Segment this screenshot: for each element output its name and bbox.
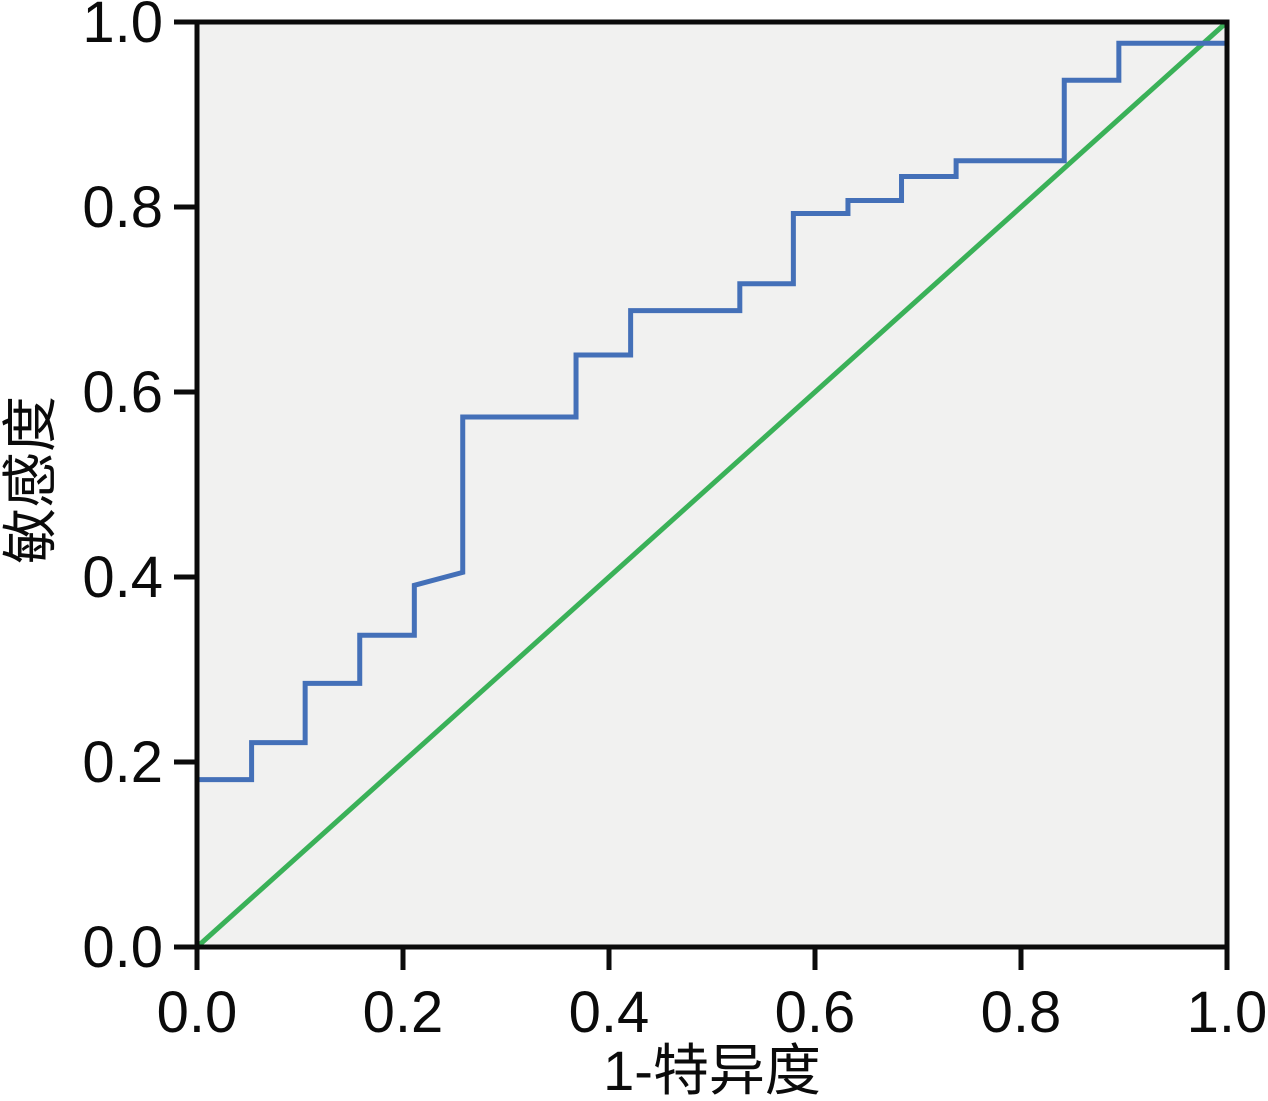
y-tick-label: 0.6: [82, 360, 163, 425]
y-tick-label: 0.0: [82, 915, 163, 980]
y-tick-label: 0.4: [82, 545, 163, 610]
x-axis-title: 1-特异度: [603, 1039, 821, 1101]
x-tick-label: 0.8: [981, 980, 1062, 1045]
x-tick-label: 0.0: [157, 980, 238, 1045]
y-tick-label: 0.2: [82, 730, 163, 795]
y-tick-label: 0.8: [82, 175, 163, 240]
roc-curve-line: [197, 40, 1227, 783]
x-tick-label: 0.4: [569, 980, 650, 1045]
y-axis-title: 敏感度: [0, 396, 62, 564]
x-tick-label: 0.2: [363, 980, 444, 1045]
y-tick-label: 1.0: [82, 0, 163, 55]
x-tick-label: 0.6: [775, 980, 856, 1045]
plot-frame: [194, 19, 1230, 950]
reference-line: [195, 20, 1229, 949]
x-tick-label: 1.0: [1187, 980, 1268, 1045]
